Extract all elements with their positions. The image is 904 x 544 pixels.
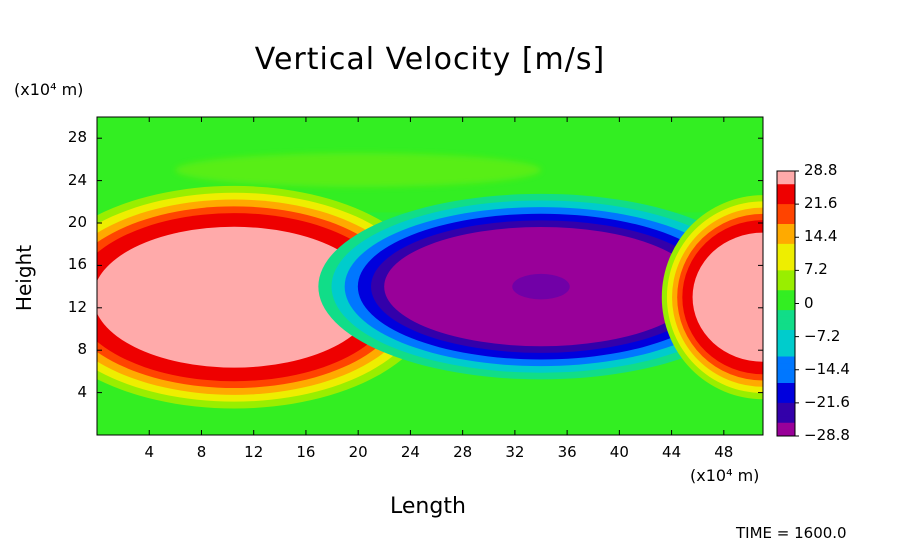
colorbar-band	[777, 416, 795, 424]
colorbar-band	[777, 177, 795, 185]
upper-band	[175, 153, 541, 187]
colorbar-band	[777, 323, 795, 331]
colorbar-band	[777, 217, 795, 225]
colorbar-band	[777, 310, 795, 318]
y-tick-label: 4	[77, 382, 87, 401]
x-tick-label: 24	[400, 443, 420, 461]
colorbar-band	[777, 330, 795, 338]
x-axis-label: Length	[390, 494, 466, 519]
colorbar-band	[777, 343, 795, 351]
x-tick-label: 36	[557, 443, 577, 461]
x-tick-label: 8	[196, 443, 207, 461]
chart-title: Vertical Velocity [m/s]	[254, 42, 606, 77]
colorbar-band	[777, 303, 795, 311]
heatmap-field	[97, 153, 763, 409]
colorbar-band	[777, 356, 795, 364]
colorbar-band	[777, 409, 795, 417]
x-tick-label: 12	[244, 443, 264, 461]
colorbar-tick-label: 14.4	[804, 227, 838, 246]
colorbar-band	[777, 283, 795, 291]
time-annotation: TIME = 1600.0	[736, 524, 847, 542]
colorbar-band	[777, 422, 795, 430]
colorbar-band	[777, 336, 795, 344]
colorbar-band	[777, 230, 795, 238]
colorbar-band	[777, 171, 795, 179]
x-tick-label: 48	[714, 443, 734, 461]
x-tick-label: 44	[662, 443, 682, 461]
colorbar-band	[777, 396, 795, 404]
y-axis-label: Height	[12, 244, 36, 312]
colorbar-tick-label: 7.2	[804, 260, 828, 279]
colorbar-band	[777, 204, 795, 212]
x-tick-label: 20	[348, 443, 368, 461]
colorbar-band	[777, 402, 795, 410]
colorbar-tick-label: 0	[804, 293, 814, 312]
colorbar-tick-label: −21.6	[804, 392, 850, 411]
colorbar-band	[777, 389, 795, 397]
colorbar-tick-label: 28.8	[804, 161, 838, 179]
x-tick-label: 4	[144, 443, 155, 461]
x-tick-label: 16	[296, 443, 316, 461]
colorbar-band	[777, 376, 795, 384]
colorbar-tick-label: −28.8	[804, 426, 850, 444]
y-tick-label: 28	[67, 128, 87, 147]
colorbar-band	[777, 190, 795, 198]
x-tick-label: 32	[505, 443, 525, 461]
y-tick-label: 12	[67, 297, 87, 316]
y-tick-label: 16	[67, 255, 87, 274]
colorbar-band	[777, 210, 795, 218]
y-axis-unit: (x10⁴ m)	[14, 80, 84, 99]
colorbar-band	[777, 243, 795, 251]
colorbar-band	[777, 263, 795, 271]
colorbar-band	[777, 257, 795, 265]
y-tick-label: 24	[67, 170, 87, 189]
colorbar-band	[777, 277, 795, 285]
x-tick-label: 40	[609, 443, 629, 461]
plot-frame	[96, 116, 764, 436]
colorbar-band	[777, 224, 795, 232]
feature-2-contour-6	[692, 232, 763, 362]
colorbar-tick-label: −14.4	[804, 359, 850, 378]
colorbar-band	[777, 197, 795, 205]
colorbar-band	[777, 363, 795, 371]
y-tick-label: 20	[67, 213, 87, 231]
colorbar-tick-label: 21.6	[804, 194, 838, 213]
colorbar-band	[777, 316, 795, 324]
colorbar-band	[777, 429, 795, 437]
x-tick-label: 28	[453, 443, 473, 461]
downdraft-core-pinch	[512, 273, 570, 300]
colorbar-band	[777, 369, 795, 377]
colorbar-tick-label: −7.2	[804, 326, 841, 345]
colorbar-band	[777, 237, 795, 245]
colorbar-band	[777, 349, 795, 357]
colorbar-band	[777, 184, 795, 192]
feature-0-contour-6	[97, 226, 375, 368]
y-tick-label: 8	[77, 340, 87, 359]
colorbar-band	[777, 296, 795, 304]
x-axis-unit: (x10⁴ m)	[690, 466, 760, 485]
colorbar-band	[777, 270, 795, 278]
colorbar-band	[777, 290, 795, 298]
colorbar-band	[777, 250, 795, 258]
colorbar-band	[777, 383, 795, 391]
